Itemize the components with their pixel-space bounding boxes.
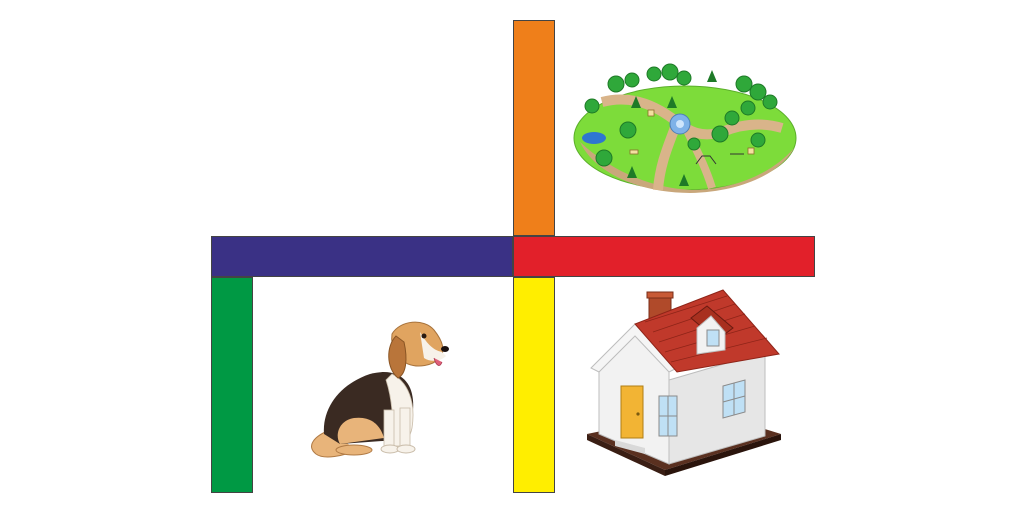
dog-illustration <box>311 321 449 458</box>
orange-vertical-bar <box>513 20 555 236</box>
blue-horizontal-bar <box>211 236 513 277</box>
beagle-dog-icon <box>311 321 449 458</box>
park-illustration <box>573 63 797 193</box>
house-illustration <box>587 289 781 476</box>
yellow-vertical-bar <box>513 277 555 493</box>
red-horizontal-bar <box>513 236 815 277</box>
house-icon <box>587 289 781 476</box>
park-icon <box>573 63 797 193</box>
green-vertical-bar <box>211 277 253 493</box>
